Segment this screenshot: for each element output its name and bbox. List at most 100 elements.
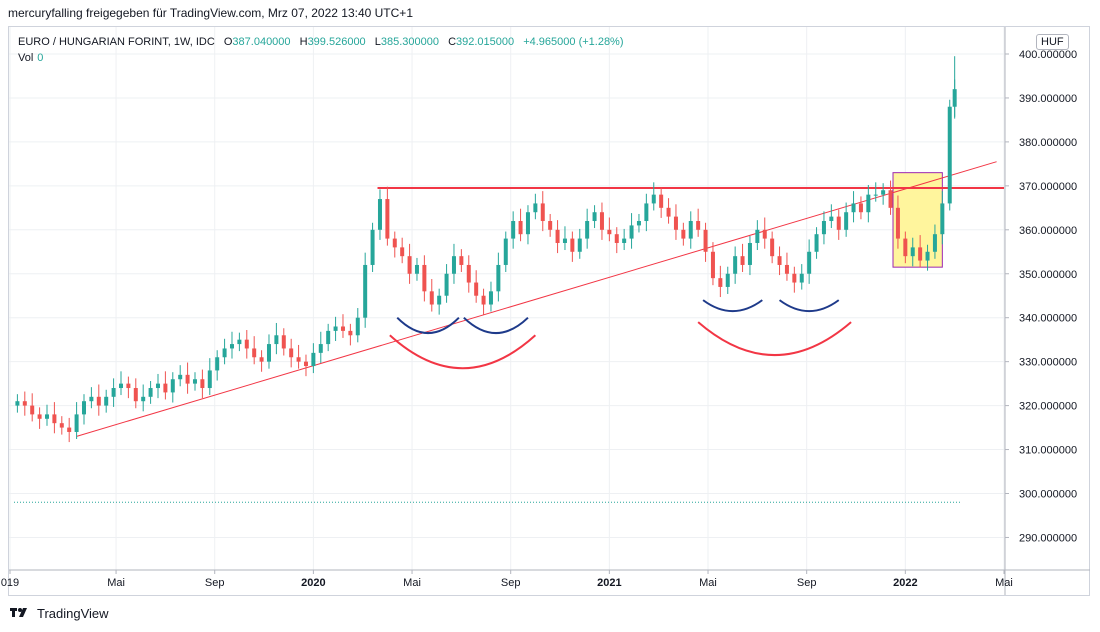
candle-body (466, 264, 471, 283)
candle-body (474, 282, 479, 296)
candle-body (503, 238, 508, 265)
candle-body (681, 229, 686, 239)
candle-body (533, 203, 538, 213)
time-tick-label: 2022 (893, 577, 917, 589)
candle-body (710, 251, 715, 279)
candle-body (525, 212, 530, 235)
candle-body (370, 229, 375, 265)
arc-annotation-blue[interactable] (396, 316, 460, 334)
candle-body (903, 238, 908, 257)
arc-annotation-blue[interactable] (778, 299, 840, 312)
open-label: O (223, 36, 233, 48)
candle-body (747, 242, 752, 265)
candle-body (585, 221, 590, 239)
candle-body (59, 423, 64, 428)
candle-body (555, 229, 560, 243)
change-value: +4.965000 (+1.28%) (523, 36, 624, 48)
candle-body (192, 379, 197, 384)
time-tick-label: 2020 (301, 577, 325, 589)
vol-label[interactable]: Vol (18, 52, 34, 64)
candle-body (770, 238, 775, 257)
candle-body (133, 388, 138, 402)
arc-annotation-red[interactable] (389, 334, 537, 370)
candle-body (688, 221, 693, 239)
footer-brand[interactable]: TradingView (10, 606, 109, 621)
candle-body (888, 190, 893, 208)
candle-body (488, 291, 493, 305)
candle-body (562, 238, 567, 243)
candle-body (755, 229, 760, 243)
candle-body (96, 396, 101, 406)
candle-body (836, 216, 841, 230)
candle-body (259, 357, 264, 362)
symbol-title[interactable]: EURO / HUNGARIAN FORINT, 1W, IDC (18, 36, 215, 48)
candle-body (437, 295, 442, 305)
candle-body (155, 383, 160, 389)
publish-header: mercuryfalling freigegeben für TradingVi… (8, 6, 413, 20)
candle-body (111, 388, 116, 397)
arc-annotation-blue[interactable] (702, 299, 763, 312)
candle-body (918, 247, 923, 261)
currency-badge[interactable]: HUF (1036, 34, 1069, 50)
price-tick-label: 390.000000 (1019, 93, 1077, 105)
price-tick-label: 310.000000 (1019, 445, 1077, 457)
time-tick-label: 2021 (597, 577, 621, 589)
time-tick-label: Sep (205, 577, 225, 589)
candle-body (252, 348, 257, 358)
price-tick-label: 380.000000 (1019, 137, 1077, 149)
candle-body (148, 388, 153, 397)
candle-body (163, 383, 168, 393)
arc-annotation-red[interactable] (697, 321, 852, 357)
candle-body (104, 396, 109, 406)
arc-annotation-blue[interactable] (463, 316, 529, 334)
candle-body (222, 348, 227, 358)
candle-body (126, 383, 131, 389)
candle-body (274, 335, 279, 345)
candle-body (407, 256, 412, 274)
candle-body (622, 238, 627, 243)
time-tick-label: Sep (501, 577, 521, 589)
candle-body (733, 256, 738, 274)
candle-body (414, 264, 419, 274)
close-value: 392.015000 (456, 36, 515, 48)
time-tick-label: Mai (699, 577, 717, 589)
candle-body (311, 352, 316, 367)
price-tick-label: 330.000000 (1019, 357, 1077, 369)
candle-body (215, 357, 220, 371)
close-label: C (448, 36, 457, 48)
candle-body (481, 295, 486, 305)
price-tick-label: 300.000000 (1019, 489, 1077, 501)
vol-value: 0 (37, 52, 44, 64)
candle-body (451, 256, 456, 274)
candle-body (22, 401, 27, 406)
candle-body (696, 221, 701, 230)
candle-body (718, 278, 723, 287)
candle-body (599, 212, 604, 230)
candle-body (932, 234, 937, 252)
candle-body (740, 256, 745, 265)
candle-body (496, 264, 501, 292)
candle-body (873, 194, 878, 196)
candle-body (81, 401, 86, 415)
volume-legend: Vol 0 (18, 52, 43, 64)
candle-body (185, 374, 190, 384)
price-tick-label: 340.000000 (1019, 313, 1077, 325)
low-value: 385.300000 (380, 36, 439, 48)
candle-body (74, 414, 79, 432)
candle-body (829, 216, 834, 222)
candle-body (207, 370, 212, 389)
candle-body (607, 229, 612, 235)
candle-body (237, 339, 242, 345)
price-tick-label: 290.000000 (1019, 532, 1077, 544)
candle-body (385, 199, 390, 239)
candle-body (629, 225, 634, 239)
candle-body (244, 339, 249, 349)
trend-line[interactable] (76, 161, 997, 437)
candle-body (400, 247, 405, 257)
candle-body (673, 216, 678, 230)
candle-body (895, 207, 900, 239)
candle-body (67, 427, 72, 432)
candle-body (30, 405, 35, 415)
candle-body (570, 238, 575, 252)
